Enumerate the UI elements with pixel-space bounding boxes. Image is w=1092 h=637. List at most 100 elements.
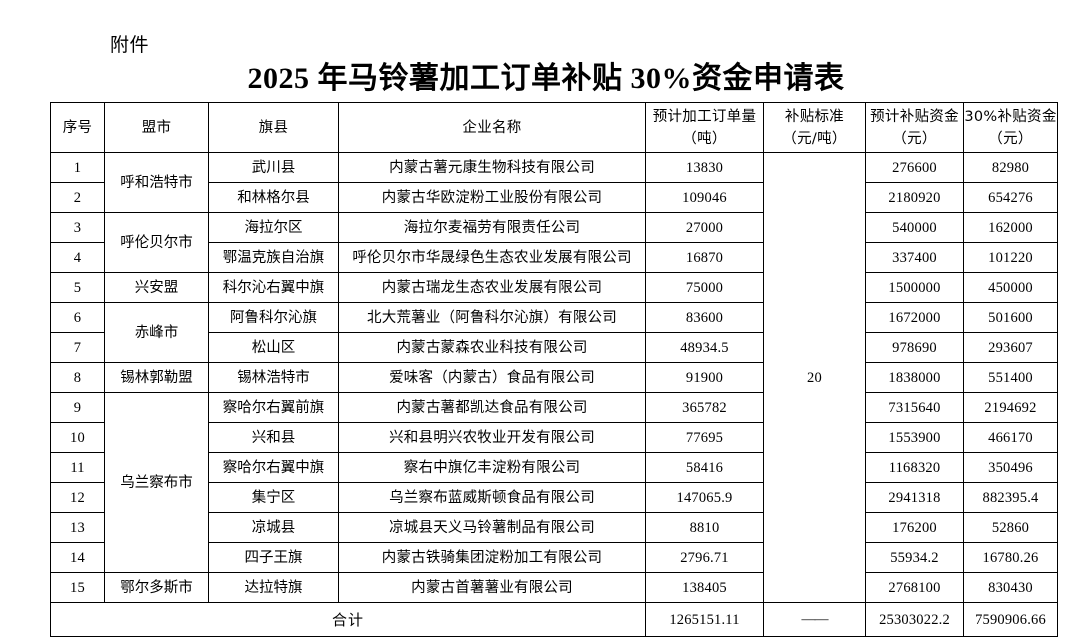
cell-quantity: 48934.5 [645,332,764,363]
cell-county: 和林格尔县 [208,182,339,213]
cell-no: 8 [50,362,105,393]
cell-no: 10 [50,422,105,453]
header-cell-amount30: 30%补贴资金 （元） [963,102,1058,153]
table-row: 9 乌兰察布市 察哈尔右翼前旗 内蒙古薯都凯达食品有限公司 365782 7315640 2… [50,392,1058,573]
cell-quantity: 109046 [645,182,764,213]
cell-county: 察哈尔右翼前旗 [208,392,339,423]
cell-county: 凉城县 [208,512,339,543]
cell-enterprise: 北大荒薯业（阿鲁科尔沁旗）有限公司 [338,302,646,333]
cell-enterprise: 内蒙古薯元康生物科技有限公司 [338,152,646,183]
cell-enterprise: 兴和县明兴农牧业开发有限公司 [338,422,646,453]
table-row: 8 锡林郭勒盟 锡林浩特市 爱味客（内蒙古）食品有限公司 91900 1838000 551… [50,362,1058,393]
cell-amount: 2941318 [865,482,964,513]
cell-enterprise: 凉城县天义马铃薯制品有限公司 [338,512,646,543]
cell-amount: 1838000 [865,362,964,393]
cell-no: 6 [50,302,105,333]
cell-county: 察哈尔右翼中旗 [208,452,339,483]
cell-amount30: 2194692 [963,392,1058,423]
cell-city: 乌兰察布市 [104,392,209,573]
total-standard: —— [763,602,866,637]
cell-amount: 337400 [865,242,964,273]
table-row: 4 鄂温克族自治旗 呼伦贝尔市华晟绿色生态农业发展有限公司 16870 337400 10… [50,242,1058,273]
header-cell-city: 盟市 [104,102,209,153]
cell-enterprise: 内蒙古瑞龙生态农业发展有限公司 [338,272,646,303]
cell-quantity: 365782 [645,392,764,423]
cell-amount: 55934.2 [865,542,964,573]
cell-enterprise: 内蒙古薯都凯达食品有限公司 [338,392,646,423]
attachment-label: 附件 [110,34,150,56]
cell-county: 松山区 [208,332,339,363]
cell-amount: 540000 [865,212,964,243]
cell-no: 2 [50,182,105,213]
cell-city: 赤峰市 [104,302,209,363]
table-row: 15 鄂尔多斯市 达拉特旗 内蒙古首薯薯业有限公司 138405 2768100 83043… [50,572,1058,603]
cell-amount30: 101220 [963,242,1058,273]
cell-no: 13 [50,512,105,543]
cell-amount30: 350496 [963,452,1058,483]
header-amount30-line1: 30%补贴资金 [964,108,1057,125]
cell-no: 12 [50,482,105,513]
cell-amount30: 466170 [963,422,1058,453]
cell-county: 达拉特旗 [208,572,339,603]
cell-quantity: 2796.71 [645,542,764,573]
cell-amount30: 654276 [963,182,1058,213]
header-amount30-line2: （元） [988,130,1033,147]
cell-county: 锡林浩特市 [208,362,339,393]
header-quantity-line2: （吨） [682,130,727,147]
cell-quantity: 91900 [645,362,764,393]
total-label: 合计 [50,602,646,637]
cell-enterprise: 呼伦贝尔市华晟绿色生态农业发展有限公司 [338,242,646,273]
cell-city: 呼伦贝尔市 [104,212,209,273]
cell-no: 3 [50,212,105,243]
cell-amount: 2180920 [865,182,964,213]
cell-amount: 1500000 [865,272,964,303]
cell-amount30: 52860 [963,512,1058,543]
cell-amount: 2768100 [865,572,964,603]
cell-amount: 978690 [865,332,964,363]
cell-quantity: 83600 [645,302,764,333]
cell-amount: 1672000 [865,302,964,333]
table-header-row: 序号 盟市 旗县 企业名称 预计加工订单量 （吨） 补贴标准 （元/吨） 预计补… [50,102,1058,153]
cell-amount30: 882395.4 [963,482,1058,513]
cell-quantity: 58416 [645,452,764,483]
cell-city: 锡林郭勒盟 [104,362,209,393]
cell-city: 兴安盟 [104,272,209,303]
cell-no: 11 [50,452,105,483]
table-row: 13 凉城县 凉城县天义马铃薯制品有限公司 8810 176200 52860 [50,512,1058,543]
cell-amount30: 501600 [963,302,1058,333]
table-body: 1 呼和浩特市 武川县 内蒙古薯元康生物科技有限公司 13830 20 276600 8298… [50,152,1058,637]
cell-amount30: 830430 [963,572,1058,603]
header-cell-no: 序号 [50,102,105,153]
cell-enterprise: 内蒙古蒙森农业科技有限公司 [338,332,646,363]
header-cell-enterprise: 企业名称 [338,102,646,153]
cell-amount30: 82980 [963,152,1058,183]
cell-enterprise: 海拉尔麦福劳有限责任公司 [338,212,646,243]
cell-county: 兴和县 [208,422,339,453]
page-title: 2025 年马铃薯加工订单补贴 30%资金申请表 [247,62,845,95]
cell-county: 鄂温克族自治旗 [208,242,339,273]
cell-no: 9 [50,392,105,423]
table-header: 序号 盟市 旗县 企业名称 预计加工订单量 （吨） 补贴标准 （元/吨） 预计补… [50,102,1058,153]
cell-enterprise: 内蒙古首薯薯业有限公司 [338,572,646,603]
cell-county: 科尔沁右翼中旗 [208,272,339,303]
cell-amount30: 551400 [963,362,1058,393]
table-row: 10 兴和县 兴和县明兴农牧业开发有限公司 77695 1553900 466170 [50,422,1058,453]
cell-amount30: 162000 [963,212,1058,243]
header-quantity-line1: 预计加工订单量 [652,108,757,125]
cell-county: 海拉尔区 [208,212,339,243]
total-amount: 25303022.2 [865,602,964,637]
cell-no: 5 [50,272,105,303]
table-row: 12 集宁区 乌兰察布蓝威斯顿食品有限公司 147065.9 2941318 882395… [50,482,1058,513]
cell-enterprise: 爱味客（内蒙古）食品有限公司 [338,362,646,393]
table-total-row: 合计 1265151.11 —— 25303022.2 7590906.66 [50,602,1058,637]
table-row: 5 兴安盟 科尔沁右翼中旗 内蒙古瑞龙生态农业发展有限公司 75000 1500000 45… [50,272,1058,303]
cell-no: 1 [50,152,105,183]
cell-amount30: 293607 [963,332,1058,363]
cell-amount: 176200 [865,512,964,543]
cell-quantity: 27000 [645,212,764,243]
cell-quantity: 75000 [645,272,764,303]
cell-no: 15 [50,572,105,603]
total-amount30: 7590906.66 [963,602,1058,637]
cell-quantity: 13830 [645,152,764,183]
